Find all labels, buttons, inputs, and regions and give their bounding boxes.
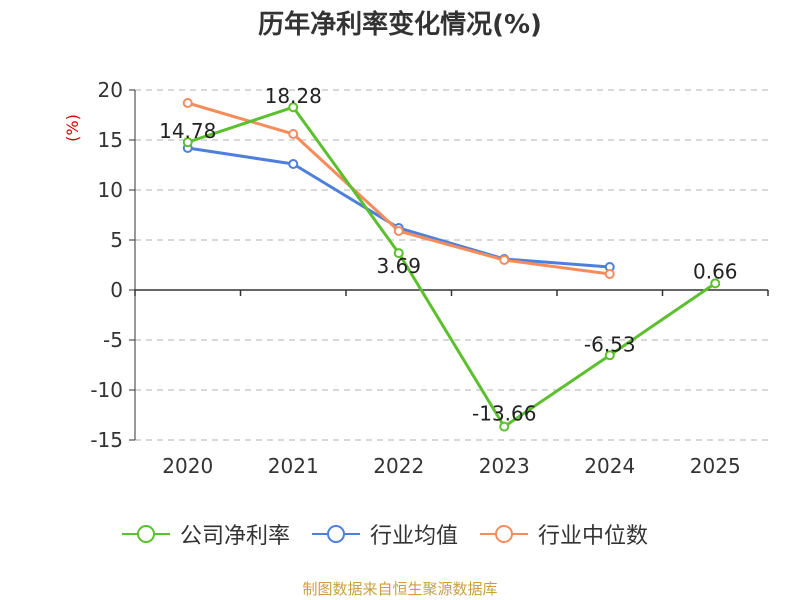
data-point: [288, 159, 299, 169]
data-point: [604, 269, 615, 279]
legend-marker-industry-median: [480, 525, 529, 543]
data-label: -6.53: [584, 332, 636, 356]
data-point: [182, 98, 193, 108]
data-source-note: 制图数据来自恒生聚源数据库: [302, 580, 498, 598]
data-point: [182, 137, 193, 148]
x-tick-label: 2023: [479, 454, 530, 478]
x-tick-label: 2020: [162, 454, 213, 478]
y-axis-label: (%): [63, 114, 82, 142]
data-point: [288, 102, 299, 113]
data-point: [710, 278, 721, 289]
y-tick-label: -5: [103, 328, 123, 352]
data-label: -13.66: [472, 402, 536, 426]
line-chart: 20 15 10 5 0 -5 -10 -15 (%) 2020 2021 2022 2023 2024 2…: [63, 78, 769, 478]
legend-marker-company: [122, 525, 170, 543]
data-label: 18.28: [265, 84, 322, 108]
legend-item-industry-avg[interactable]: 行业均值: [310, 518, 458, 550]
series-line: [187, 105, 717, 429]
chart-title: 历年净利率变化情况(%): [258, 10, 542, 40]
data-point: [393, 226, 404, 236]
x-tick-label: 2021: [268, 454, 319, 478]
data-label: 14.78: [159, 119, 216, 143]
legend-label-industry-avg: 行业均值: [370, 524, 459, 549]
y-tick-label: 5: [110, 228, 123, 252]
x-tick-label: 2024: [584, 454, 635, 478]
data-point: [499, 255, 510, 265]
x-tick-label: 2022: [373, 454, 424, 478]
y-tick-label: 20: [98, 78, 123, 102]
y-tick-label: 10: [98, 178, 123, 202]
x-tick-label: 2025: [690, 454, 741, 478]
y-tick-label: -10: [90, 378, 123, 402]
legend-label-industry-median: 行业中位数: [538, 524, 649, 549]
data-point: [288, 129, 299, 139]
y-tick-label: -15: [90, 428, 123, 452]
data-point: [499, 421, 510, 432]
y-tick-label: 0: [110, 278, 123, 302]
legend-label-company: 公司净利率: [180, 524, 291, 549]
data-label: 0.66: [693, 259, 738, 283]
data-point: [604, 350, 615, 361]
legend-marker-industry-avg: [312, 525, 361, 543]
legend-item-industry-median[interactable]: 行业中位数: [478, 518, 648, 550]
chart-legend: 公司净利率 行业均值 行业中位数: [120, 518, 668, 550]
legend-item-company[interactable]: 公司净利率: [120, 518, 290, 550]
y-tick-label: 15: [98, 128, 123, 152]
data-point: [393, 248, 404, 259]
data-label: 3.69: [376, 254, 421, 278]
